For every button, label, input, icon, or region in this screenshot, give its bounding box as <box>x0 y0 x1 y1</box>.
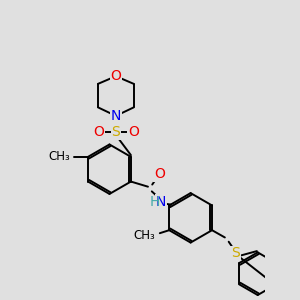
Text: S: S <box>112 125 120 139</box>
Text: N: N <box>111 109 121 123</box>
Text: N: N <box>156 195 166 209</box>
Text: O: O <box>154 167 165 181</box>
Text: H: H <box>149 195 160 209</box>
Text: CH₃: CH₃ <box>48 150 70 163</box>
Text: S: S <box>231 246 240 260</box>
Text: CH₃: CH₃ <box>134 229 155 242</box>
Text: O: O <box>128 125 139 139</box>
Text: O: O <box>93 125 104 139</box>
Text: O: O <box>110 69 121 83</box>
